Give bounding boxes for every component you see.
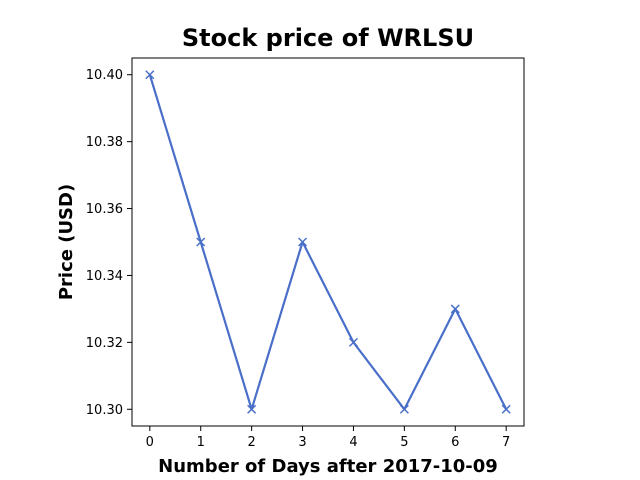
- x-tick-label: 7: [502, 435, 510, 450]
- x-tick-label: 5: [400, 435, 408, 450]
- data-point-marker: [247, 404, 257, 414]
- chart-title: Stock price of WRLSU: [182, 24, 474, 52]
- y-tick-label: 10.30: [86, 403, 123, 418]
- series-line: [148, 74, 508, 411]
- x-tick-label: 2: [247, 435, 255, 450]
- data-point-marker: [501, 404, 511, 414]
- y-tick-label: 10.36: [86, 202, 123, 217]
- data-point-marker: [450, 304, 460, 314]
- series-layer: [145, 70, 511, 414]
- y-tick-label: 10.40: [86, 68, 123, 83]
- y-tick-label: 10.32: [86, 336, 123, 351]
- x-tick-label: 1: [197, 435, 205, 450]
- x-tick-label: 4: [349, 435, 357, 450]
- data-point-marker: [348, 337, 358, 347]
- y-tick-label: 10.38: [86, 135, 123, 150]
- plot-area-frame: [131, 57, 525, 427]
- x-axis-label: Number of Days after 2017-10-09: [158, 456, 498, 477]
- x-tick-label: 0: [146, 435, 154, 450]
- y-axis-label: Price (USD): [56, 184, 77, 300]
- y-axis: 10.30 10.32 10.34 10.36 10.38 10.40: [86, 68, 132, 418]
- y-tick-label: 10.34: [86, 269, 123, 284]
- data-point-marker: [145, 70, 155, 80]
- data-point-marker: [399, 404, 409, 414]
- data-point-marker: [298, 237, 308, 247]
- x-tick-label: 6: [451, 435, 459, 450]
- x-axis: 0 1 2 3 4 5 6 7: [146, 426, 510, 450]
- data-point-marker: [196, 237, 206, 247]
- x-tick-label: 3: [298, 435, 306, 450]
